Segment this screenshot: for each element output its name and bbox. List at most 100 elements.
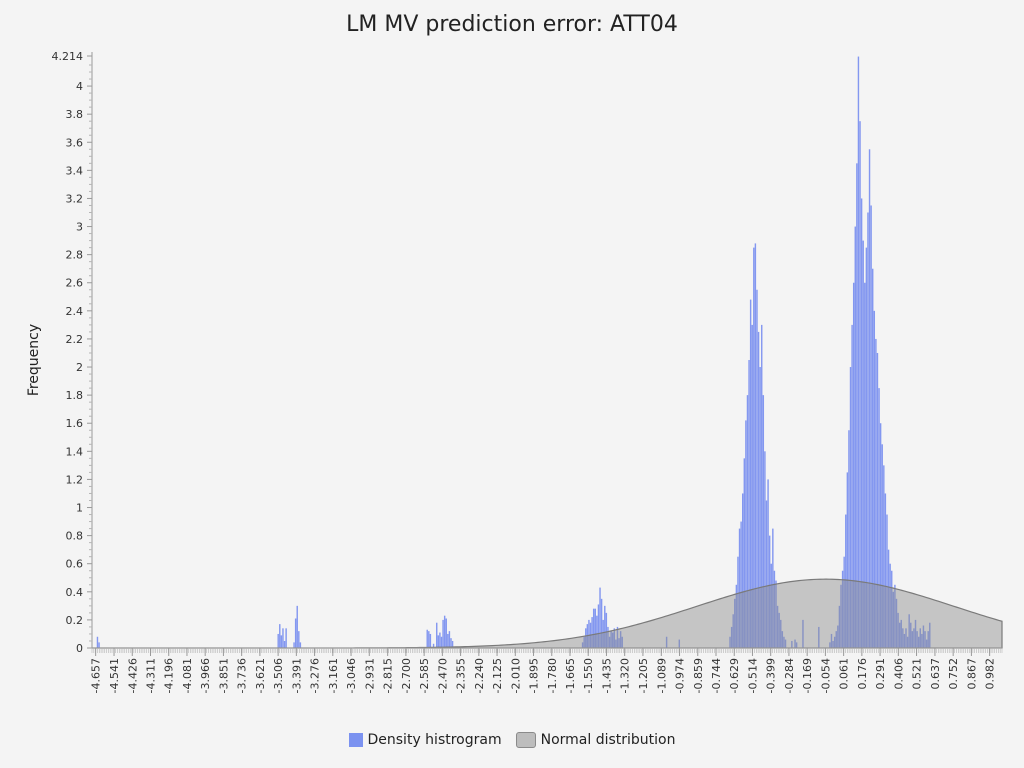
histogram-bar	[608, 636, 611, 648]
legend-swatch-histogram	[348, 733, 363, 747]
histogram-bar	[910, 622, 912, 648]
histogram-bar	[613, 628, 616, 648]
histogram-bar	[862, 240, 864, 648]
histogram-bar	[612, 632, 614, 648]
y-tick-label: 4.214	[52, 50, 84, 63]
histogram-bar	[881, 444, 883, 648]
histogram-bar	[756, 289, 758, 648]
histogram-bar	[294, 618, 297, 648]
x-tick-label: -2.931	[363, 658, 376, 693]
histogram-bar	[783, 636, 785, 648]
histogram-bar	[795, 642, 798, 648]
histogram-bar	[906, 636, 909, 648]
x-tick-label: -3.046	[345, 658, 358, 693]
y-tick-label: 2.6	[66, 277, 84, 290]
legend-item-normal[interactable]: Normal distribution	[515, 732, 675, 748]
x-tick-label: -0.054	[819, 658, 832, 693]
x-tick-label: -3.391	[290, 658, 303, 693]
histogram-bar	[746, 395, 749, 648]
histogram-bar	[599, 587, 601, 648]
histogram-bar	[832, 640, 834, 648]
histogram-bar	[767, 479, 769, 648]
histogram-bar	[607, 626, 609, 648]
histogram-bar	[735, 584, 738, 648]
histogram-bar	[293, 642, 295, 648]
x-tick-label: -1.665	[564, 658, 577, 693]
histogram-bar	[447, 633, 449, 648]
x-tick-label: -4.196	[163, 658, 176, 693]
x-tick-label: -2.125	[491, 658, 504, 693]
x-tick-label: -2.815	[382, 658, 395, 693]
x-tick-label: -4.426	[126, 658, 139, 693]
x-tick-label: -0.744	[710, 658, 723, 693]
histogram-bar	[770, 563, 772, 648]
histogram-bar	[794, 639, 796, 648]
histogram-bar	[615, 639, 617, 648]
y-tick-label: 0.2	[66, 614, 84, 627]
histogram-bar	[602, 619, 604, 648]
y-tick-label: 1.4	[66, 445, 84, 458]
y-tick-label: 3.4	[66, 164, 84, 177]
histogram-bar	[919, 628, 921, 648]
histogram-bar	[585, 628, 587, 648]
x-tick-label: 0.982	[984, 658, 997, 690]
histogram-bar	[740, 521, 742, 648]
y-tick-label: 2	[76, 361, 83, 374]
histogram-bar	[96, 636, 99, 648]
x-tick-label: -1.205	[637, 658, 650, 693]
histogram-bar	[285, 628, 287, 648]
x-tick-label: -0.629	[728, 658, 741, 693]
histogram-bar	[860, 198, 863, 649]
histogram-bar	[743, 458, 746, 648]
histogram-bar	[298, 631, 300, 648]
x-tick-label: 0.752	[947, 658, 960, 690]
histogram-bar	[732, 614, 734, 648]
histogram-bar	[776, 605, 779, 648]
x-tick-label: -3.621	[254, 658, 267, 693]
histogram-bar	[859, 121, 861, 648]
histogram-bar	[891, 570, 893, 648]
histogram-bar	[591, 617, 593, 648]
histogram-bar	[897, 612, 899, 648]
histogram-bar	[299, 642, 302, 648]
histogram-bar	[864, 282, 866, 648]
histogram-bar	[854, 226, 856, 648]
histogram-bar	[772, 528, 774, 648]
x-tick-label: -2.700	[400, 658, 413, 693]
histogram-bar	[780, 619, 782, 648]
histogram-bar	[898, 622, 901, 648]
y-tick-label: 3.2	[66, 192, 84, 205]
histogram-bar	[426, 629, 428, 648]
histogram-bar	[588, 619, 590, 648]
histogram-bar	[884, 493, 887, 648]
histogram-bar	[605, 612, 608, 648]
x-tick-label: -3.506	[272, 658, 285, 693]
chart-title: LM MV prediction error: ATT04	[346, 12, 678, 37]
legend-item-histogram[interactable]: Density histrogram	[348, 732, 502, 748]
x-tick-label: -3.161	[327, 658, 340, 693]
histogram-bar	[443, 615, 446, 648]
histogram-bar	[846, 472, 849, 648]
histogram-bar	[913, 628, 915, 648]
histogram-bar	[843, 556, 845, 648]
histogram-bar	[837, 625, 839, 648]
histogram-bar	[876, 352, 879, 648]
histogram-bar	[594, 608, 596, 648]
x-tick-label: -3.276	[309, 658, 322, 693]
histogram-bar	[892, 591, 895, 648]
histogram-bar	[600, 598, 603, 648]
histogram-bar	[929, 622, 931, 648]
histogram-bar	[768, 535, 771, 648]
histogram-bar	[738, 528, 741, 648]
histogram-bar	[848, 430, 850, 648]
x-tick-label: 0.061	[838, 658, 851, 690]
x-tick-label: -1.550	[582, 658, 595, 693]
y-tick-label: 2.4	[66, 305, 84, 318]
histogram-bar	[878, 388, 880, 648]
histogram-bar	[922, 625, 925, 648]
histogram-bar	[451, 640, 454, 648]
x-tick-label: 0.291	[874, 658, 887, 690]
histogram-bar	[925, 639, 928, 648]
y-tick-label: 4	[76, 80, 83, 93]
histogram-bar	[757, 331, 760, 648]
